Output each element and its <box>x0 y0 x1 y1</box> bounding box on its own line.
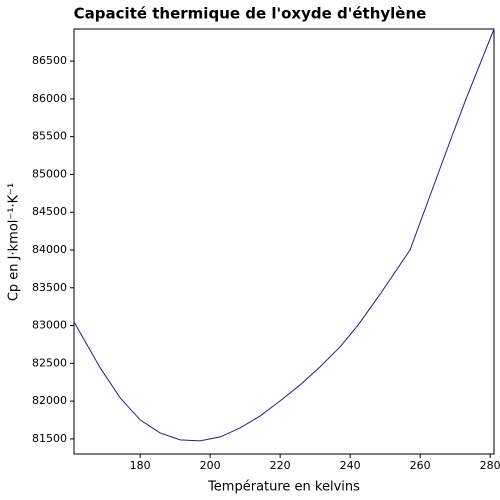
x-tick-label: 180 <box>130 459 151 472</box>
x-axis-label: Température en kelvins <box>207 480 360 495</box>
chart-title: Capacité thermique de l'oxyde d'éthylène <box>74 5 427 23</box>
y-tick-label: 83000 <box>32 319 67 332</box>
y-tick-label: 86000 <box>32 92 67 105</box>
y-tick-label: 84000 <box>32 243 67 256</box>
y-tick-label: 81500 <box>32 432 67 445</box>
y-tick-label: 82500 <box>32 356 67 369</box>
plot-frame <box>73 28 495 455</box>
x-tick-label: 220 <box>270 459 291 472</box>
x-tick-label: 240 <box>340 459 361 472</box>
y-tick-label: 83500 <box>32 281 67 294</box>
y-tick-label: 84500 <box>32 205 67 218</box>
x-tick-label: 280 <box>480 459 500 472</box>
y-tick-label: 82000 <box>32 394 67 407</box>
y-tick-label: 86500 <box>32 54 67 67</box>
x-tick-label: 200 <box>200 459 221 472</box>
y-tick-label: 85000 <box>32 167 67 180</box>
x-tick-label: 260 <box>410 459 431 472</box>
data-line <box>73 28 495 442</box>
y-tick-label: 85500 <box>32 130 67 143</box>
y-axis-label: Cp en J·kmol⁻¹·K⁻¹ <box>7 183 22 301</box>
